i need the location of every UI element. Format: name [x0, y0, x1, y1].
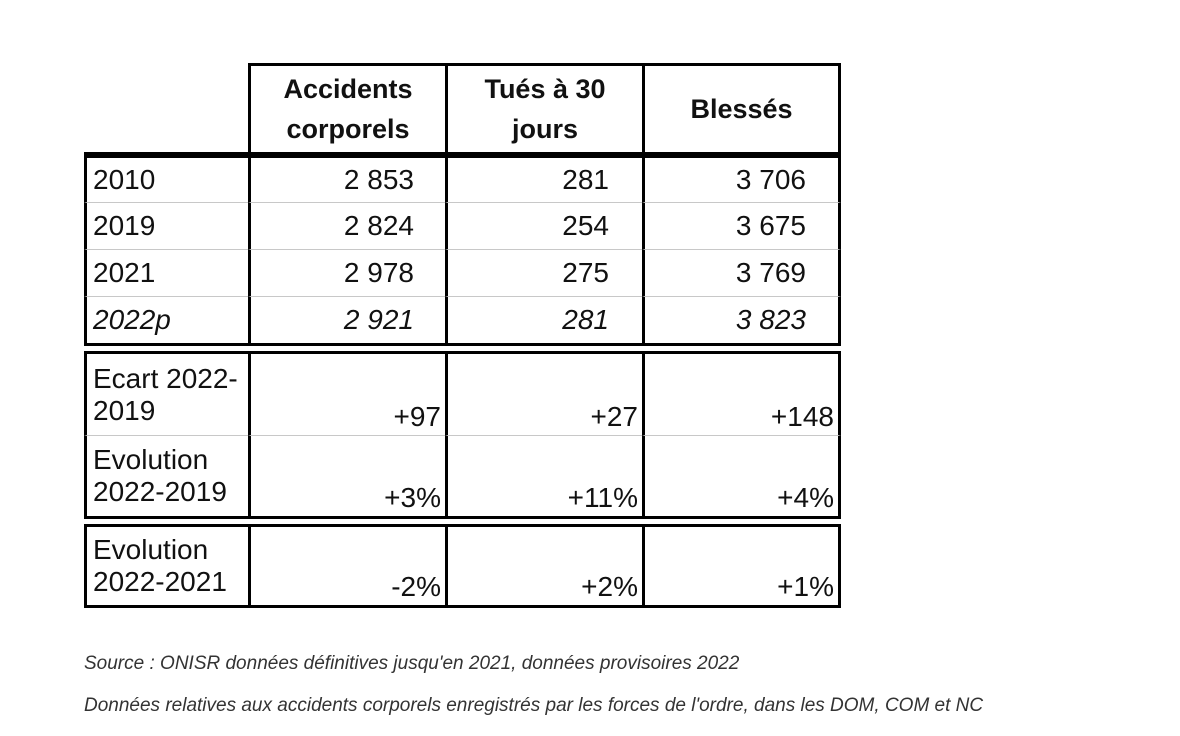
row-label-2019: 2019 [84, 202, 248, 249]
cell-2021-blesses: 3 769 [642, 249, 841, 296]
header-tues: Tués à 30 jours [445, 63, 642, 155]
cell-ecart-accidents: +97 [248, 351, 445, 435]
cell-ecart-blesses: +148 [642, 351, 841, 435]
cell-evolution-2021-blesses: +1% [642, 524, 841, 608]
row-label-2022p: 2022p [84, 296, 248, 346]
row-label-evolution-2019: Evolution 2022-2019 [84, 435, 248, 519]
cell-2019-tues: 254 [445, 202, 642, 249]
cell-2019-blesses: 3 675 [642, 202, 841, 249]
evolution-2021-row: Evolution 2022-2021 -2% +2% +1% [84, 524, 841, 608]
cell-2021-accidents: 2 978 [248, 249, 445, 296]
cell-2010-accidents: 2 853 [248, 155, 445, 202]
cell-evolution-2019-tues: +11% [445, 435, 642, 519]
cell-evolution-2021-accidents: -2% [248, 524, 445, 608]
cell-2022p-accidents: 2 921 [248, 296, 445, 346]
row-label-evolution-2021: Evolution 2022-2021 [84, 524, 248, 608]
row-label-ecart: Ecart 2022- 2019 [84, 351, 248, 435]
header-corner [84, 63, 248, 155]
cell-evolution-2021-tues: +2% [445, 524, 642, 608]
cell-evolution-2019-accidents: +3% [248, 435, 445, 519]
table-header: Accidents corporels Tués à 30 jours Bles… [84, 63, 841, 155]
cell-2021-tues: 275 [445, 249, 642, 296]
year-rows: 2010 2 853 281 3 706 2019 2 824 254 3 67… [84, 155, 841, 346]
row-label-2010: 2010 [84, 155, 248, 202]
cell-2019-accidents: 2 824 [248, 202, 445, 249]
scope-note: Données relatives aux accidents corporel… [84, 695, 984, 716]
cell-2010-blesses: 3 706 [642, 155, 841, 202]
cell-2022p-blesses: 3 823 [642, 296, 841, 346]
statistics-table: Accidents corporels Tués à 30 jours Bles… [84, 63, 841, 608]
comparison-rows: Ecart 2022- 2019 +97 +27 +148 Evolution … [84, 351, 841, 519]
header-blesses: Blessés [642, 63, 841, 155]
cell-evolution-2019-blesses: +4% [642, 435, 841, 519]
source-note: Source : ONISR données définitives jusqu… [84, 653, 740, 674]
cell-ecart-tues: +27 [445, 351, 642, 435]
header-accidents: Accidents corporels [248, 63, 445, 155]
cell-2022p-tues: 281 [445, 296, 642, 346]
cell-2010-tues: 281 [445, 155, 642, 202]
row-label-2021: 2021 [84, 249, 248, 296]
